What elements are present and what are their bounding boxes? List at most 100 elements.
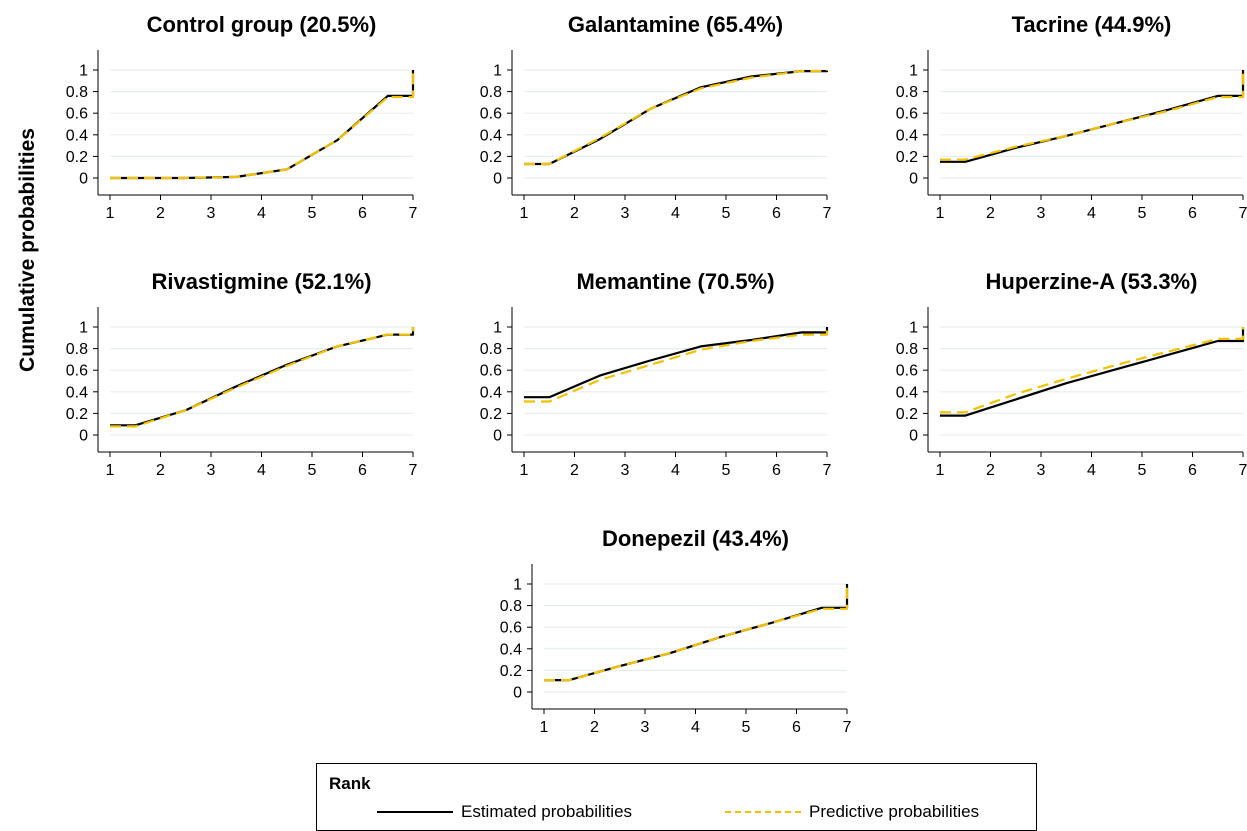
panel-3-title: Tacrine (44.9%) (1012, 12, 1172, 37)
panel-7-ytick-label-4: 0.8 (500, 598, 522, 615)
panel-4-title: Rivastigmine (52.1%) (151, 269, 371, 294)
panel-4-ytick-label-2: 0.4 (66, 384, 88, 401)
panel-5-title: Memantine (70.5%) (576, 269, 774, 294)
panel-1-ytick-label-2: 0.4 (66, 127, 88, 144)
panel-3-xtick-label-3: 4 (1087, 205, 1096, 222)
panel-1-ytick-label-5: 1 (79, 63, 88, 80)
panel-5-series-predictive (524, 327, 829, 403)
panel-4-ytick-label-3: 0.6 (66, 363, 88, 380)
panel-3-series-predictive (940, 70, 1245, 161)
panel-2-ytick-label-4: 0.8 (480, 84, 502, 101)
panel-4-ytick-label-5: 1 (79, 320, 88, 337)
panel-4-xtick-label-3: 4 (257, 462, 266, 479)
panel-6-series-predictive (940, 327, 1245, 414)
panel-2-title: Galantamine (65.4%) (568, 12, 783, 37)
panel-3-xtick-label-0: 1 (936, 205, 945, 222)
panel-1-xtick-label-5: 6 (358, 205, 367, 222)
panel-3-xtick-label-2: 3 (1037, 205, 1046, 222)
panel-3: Tacrine (44.9%) 0 0.2 0.4 0.6 0.8 1 1 2 3 4 5 6 7 (896, 12, 1247, 222)
panel-3-xtick-label-5: 6 (1188, 205, 1197, 222)
legend-swatch-estimated (377, 811, 453, 813)
panel-1-xtick-label-6: 7 (409, 205, 418, 222)
panel-7-ytick-label-2: 0.4 (500, 641, 522, 658)
panel-7-xtick-label-5: 6 (792, 719, 801, 736)
panel-4-xtick-label-5: 6 (358, 462, 367, 479)
panel-2-xtick-label-4: 5 (722, 205, 731, 222)
panel-1-ytick-label-3: 0.6 (66, 106, 88, 123)
panel-6-ytick-label-0: 0 (909, 428, 918, 445)
panel-7-xtick-label-4: 5 (742, 719, 751, 736)
panel-2-xtick-label-6: 7 (823, 205, 832, 222)
panel-6: Huperzine-A (53.3%) 0 0.2 0.4 0.6 0.8 1 1 2 3 4 5 6 7 (896, 269, 1247, 479)
panel-1-title: Control group (20.5%) (147, 12, 377, 37)
panel-6-xtick-label-2: 3 (1037, 462, 1046, 479)
panel-6-series-estimated (940, 327, 1245, 417)
panel-3-ytick-label-5: 1 (909, 63, 918, 80)
panel-5-xtick-label-6: 7 (823, 462, 832, 479)
panel-6-ytick-label-4: 0.8 (896, 341, 918, 358)
panel-7-ytick-label-0: 0 (513, 685, 522, 702)
panel-2-xtick-label-1: 2 (570, 205, 579, 222)
panel-2-xtick-label-3: 4 (671, 205, 680, 222)
panel-2-xtick-label-2: 3 (621, 205, 630, 222)
panel-6-xtick-label-4: 5 (1138, 462, 1147, 479)
y-axis-label: Cumulative probabilities (16, 128, 39, 372)
panel-3-ytick-label-2: 0.4 (896, 127, 918, 144)
panel-7-xtick-label-6: 7 (843, 719, 852, 736)
panel-2-xtick-label-0: 1 (520, 205, 529, 222)
panel-7: Donepezil (43.4%) 0 0.2 0.4 0.6 0.8 1 1 2 3 4 5 6 7 (500, 526, 852, 736)
panel-3-xtick-label-1: 2 (986, 205, 995, 222)
panel-7-xtick-label-1: 2 (590, 719, 599, 736)
panel-1-xtick-label-3: 4 (257, 205, 266, 222)
panel-2-ytick-label-5: 1 (493, 63, 502, 80)
rankogram-figure: Cumulative probabilities Control group (… (16, 12, 1247, 736)
panel-2-series-estimated (524, 70, 829, 166)
panel-5-xtick-label-2: 3 (621, 462, 630, 479)
panel-5-ytick-label-5: 1 (493, 320, 502, 337)
panel-5-series-estimated (524, 327, 829, 399)
panel-1: Control group (20.5%) 0 0.2 0.4 0.6 0.8 1 1 2 3 4 5… (66, 12, 418, 222)
panel-7-title: Donepezil (43.4%) (602, 526, 789, 551)
panel-2-xtick-label-5: 6 (772, 205, 781, 222)
panel-4-xtick-label-6: 7 (409, 462, 418, 479)
legend: Rank Estimated probabilities Predictive … (316, 763, 1037, 831)
panel-1-ytick-label-4: 0.8 (66, 84, 88, 101)
panel-1-series-predictive (110, 70, 415, 180)
legend-label-estimated: Estimated probabilities (461, 802, 633, 821)
panel-4-xtick-label-4: 5 (308, 462, 317, 479)
panel-5-ytick-label-1: 0.2 (480, 406, 502, 423)
panel-7-series-predictive (544, 584, 849, 682)
legend-label-predictive: Predictive probabilities (809, 802, 980, 821)
panel-2-ytick-label-1: 0.2 (480, 149, 502, 166)
panel-6-xtick-label-3: 4 (1087, 462, 1096, 479)
panel-6-ytick-label-2: 0.4 (896, 384, 918, 401)
panel-3-xtick-label-4: 5 (1138, 205, 1147, 222)
panel-6-ytick-label-3: 0.6 (896, 363, 918, 380)
panel-1-xtick-label-1: 2 (156, 205, 165, 222)
panel-5-xtick-label-4: 5 (722, 462, 731, 479)
panel-2-ytick-label-0: 0 (493, 171, 502, 188)
panel-2: Galantamine (65.4%) 0 0.2 0.4 0.6 0.8 1 1 2 3 4 5 6 7 (480, 12, 832, 222)
panel-5-xtick-label-5: 6 (772, 462, 781, 479)
panel-5-xtick-label-0: 1 (520, 462, 529, 479)
panel-5-ytick-label-3: 0.6 (480, 363, 502, 380)
panel-7-ytick-label-1: 0.2 (500, 663, 522, 680)
panel-1-xtick-label-4: 5 (308, 205, 317, 222)
panel-7-ytick-label-3: 0.6 (500, 620, 522, 637)
panel-1-xtick-label-0: 1 (106, 205, 115, 222)
panel-4-xtick-label-0: 1 (106, 462, 115, 479)
panel-5-xtick-label-3: 4 (671, 462, 680, 479)
legend-swatch-predictive (725, 811, 801, 813)
panel-7-xtick-label-2: 3 (641, 719, 650, 736)
legend-title: Rank (329, 774, 371, 793)
panel-7-ytick-label-5: 1 (513, 577, 522, 594)
panel-1-ytick-label-0: 0 (79, 171, 88, 188)
panel-7-series-estimated (544, 584, 849, 682)
legend-item-estimated: Estimated probabilities (377, 800, 632, 824)
panel-4-xtick-label-1: 2 (156, 462, 165, 479)
panel-2-ytick-label-2: 0.4 (480, 127, 502, 144)
panel-5-xtick-label-1: 2 (570, 462, 579, 479)
panel-3-xtick-label-6: 7 (1239, 205, 1247, 222)
panel-5-ytick-label-0: 0 (493, 428, 502, 445)
panel-2-series-predictive (524, 70, 829, 166)
